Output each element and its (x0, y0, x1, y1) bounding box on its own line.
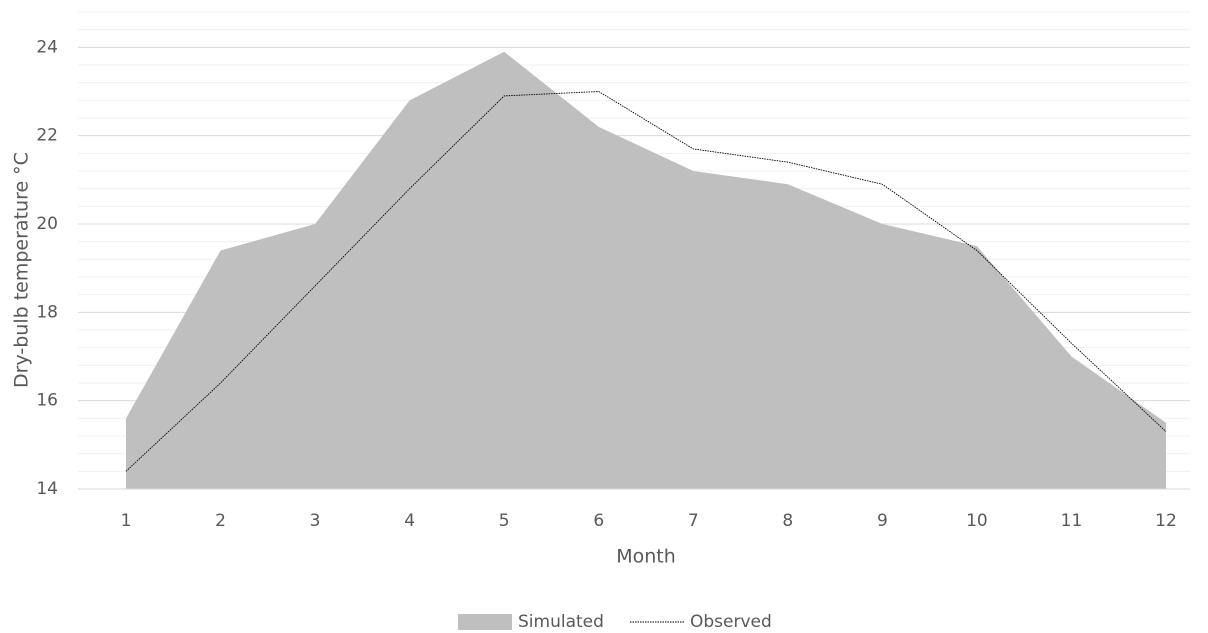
y-tick-label: 18 (36, 302, 58, 322)
y-tick-label: 22 (36, 126, 58, 146)
y-tick-label: 14 (36, 479, 58, 499)
x-tick-label: 8 (782, 511, 793, 531)
legend-swatch (458, 614, 512, 630)
x-tick-label: 4 (404, 511, 415, 531)
x-tick-label: 3 (310, 511, 321, 531)
y-tick-label: 20 (36, 214, 58, 234)
x-axis-label: Month (616, 546, 676, 568)
x-tick-label: 7 (688, 511, 699, 531)
y-tick-label: 24 (36, 37, 58, 57)
x-tick-label: 11 (1061, 511, 1083, 531)
x-tick-label: 2 (215, 511, 226, 531)
legend-label: Simulated (518, 612, 604, 632)
x-tick-label: 10 (966, 511, 988, 531)
y-axis-label: Dry-bulb temperature °C (11, 152, 33, 388)
line (125, 91, 1167, 472)
legend-label: Observed (690, 612, 772, 632)
area (126, 51, 1166, 489)
x-tick-label: 6 (593, 511, 604, 531)
y-tick-label: 16 (36, 391, 58, 411)
x-tick-label: 5 (499, 511, 510, 531)
x-tick-label: 1 (121, 511, 132, 531)
x-tick-label: 9 (877, 511, 888, 531)
x-tick-label: 12 (1155, 511, 1177, 531)
